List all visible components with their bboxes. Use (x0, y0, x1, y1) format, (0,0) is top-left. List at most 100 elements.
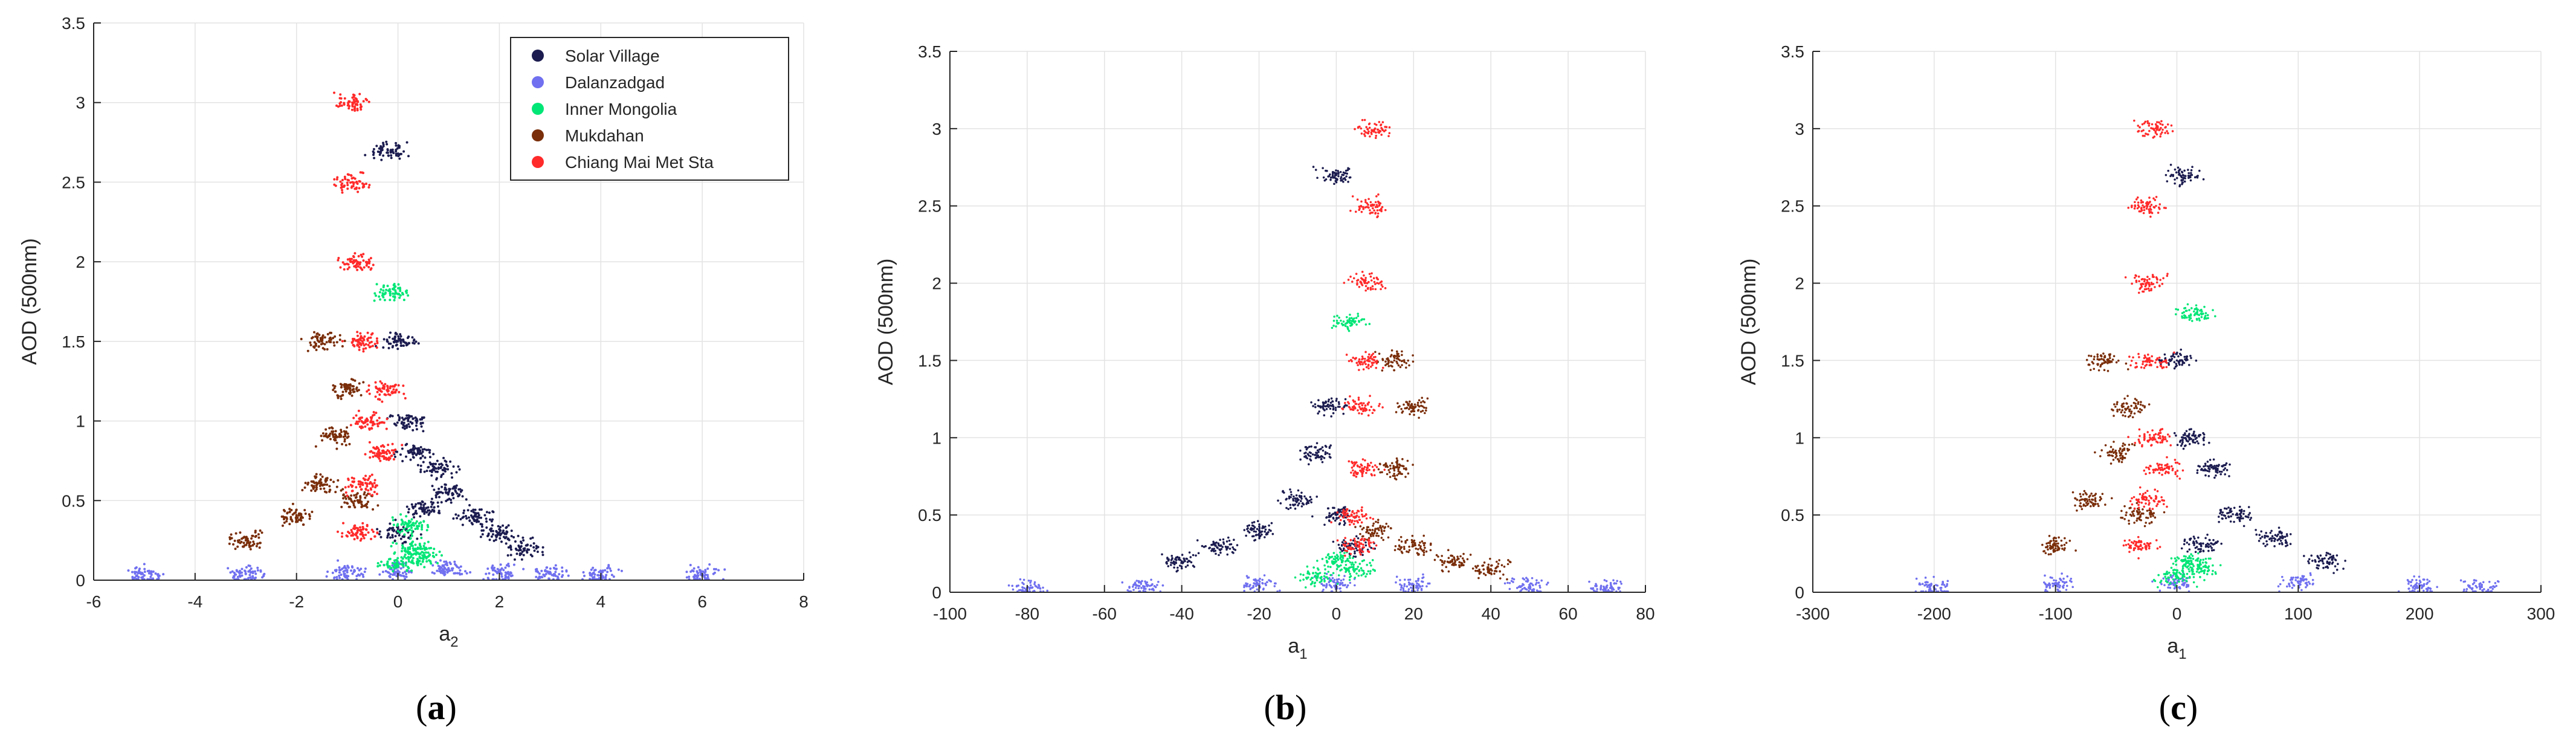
data-point (140, 577, 143, 579)
data-point (1312, 572, 1314, 575)
data-point (459, 468, 461, 471)
data-point (1342, 178, 1344, 180)
data-point (1522, 577, 1524, 580)
data-point (1376, 282, 1378, 284)
data-point (399, 574, 402, 577)
data-point (1374, 464, 1377, 467)
data-point (357, 574, 360, 576)
data-point (314, 335, 317, 338)
data-point (602, 569, 604, 572)
data-point (412, 452, 414, 454)
data-point (1369, 529, 1372, 531)
data-point (367, 479, 369, 481)
data-point (1418, 578, 1420, 580)
data-point (1344, 537, 1346, 539)
data-point (388, 336, 390, 338)
data-point (2200, 550, 2202, 552)
data-point (1339, 551, 1341, 554)
data-point (1344, 555, 1346, 557)
data-point (239, 574, 241, 577)
data-point (373, 292, 376, 294)
data-point (1344, 402, 1346, 404)
data-point (1170, 559, 1173, 561)
data-point (1325, 517, 1328, 519)
data-point (544, 569, 546, 572)
data-point (335, 105, 338, 107)
data-point (430, 501, 433, 503)
data-point (1245, 582, 1247, 584)
data-point (1336, 554, 1338, 556)
data-point (1335, 407, 1337, 409)
data-point (2207, 543, 2209, 545)
data-point (1337, 175, 1340, 178)
data-point (143, 563, 146, 565)
data-point (2193, 535, 2195, 538)
data-point (385, 289, 387, 291)
data-point (495, 534, 497, 537)
x-tick-label: -40 (1169, 604, 1193, 623)
data-point (462, 523, 464, 526)
data-point (1378, 352, 1381, 355)
data-point (1370, 564, 1372, 567)
data-point (1332, 406, 1335, 408)
data-point (374, 479, 376, 482)
data-point (367, 344, 370, 346)
data-point (1478, 570, 1480, 572)
data-point (382, 444, 384, 447)
data-point (595, 569, 597, 571)
data-point (396, 557, 399, 560)
data-point (421, 548, 424, 550)
data-point (511, 535, 513, 537)
data-point (1253, 582, 1255, 584)
data-point (1379, 463, 1381, 465)
data-point (1328, 571, 1330, 573)
data-point (307, 482, 309, 484)
data-point (347, 433, 349, 435)
data-point (398, 416, 401, 419)
data-point (1349, 322, 1351, 325)
data-point (1367, 198, 1370, 200)
data-point (427, 541, 430, 543)
data-point (1296, 498, 1299, 500)
data-point (1529, 586, 1531, 588)
data-point (424, 448, 426, 450)
data-point (1222, 538, 1225, 541)
data-point (1395, 355, 1398, 358)
data-point (382, 450, 384, 452)
data-point (1496, 566, 1499, 568)
data-point (1372, 204, 1375, 207)
data-point (315, 445, 317, 448)
data-point (1403, 404, 1405, 406)
data-point (1339, 584, 1341, 586)
data-point (1253, 525, 1255, 527)
data-point (1365, 531, 1367, 534)
data-point (508, 565, 510, 567)
data-point (1287, 508, 1290, 510)
data-point (346, 181, 349, 184)
data-point (319, 479, 321, 481)
data-point (1365, 514, 1367, 516)
data-point (341, 567, 343, 570)
data-point (1346, 173, 1348, 175)
data-point (395, 571, 397, 574)
data-point (307, 350, 309, 352)
data-point (349, 387, 351, 389)
data-point (347, 566, 349, 569)
data-point (1369, 209, 1371, 212)
data-point (1358, 412, 1360, 415)
data-point (1617, 587, 1619, 589)
data-point (419, 545, 422, 548)
data-point (364, 425, 366, 428)
data-point (1285, 498, 1288, 500)
data-point (1371, 362, 1374, 364)
data-point (1409, 401, 1411, 403)
data-point (1358, 358, 1361, 361)
data-point (350, 534, 352, 537)
data-point (416, 564, 419, 566)
data-point (509, 571, 512, 574)
data-point (1535, 582, 1538, 584)
data-point (1372, 559, 1374, 561)
data-point (1370, 287, 1372, 289)
data-point (1547, 581, 1549, 584)
x-tick-label: 0 (393, 592, 403, 611)
